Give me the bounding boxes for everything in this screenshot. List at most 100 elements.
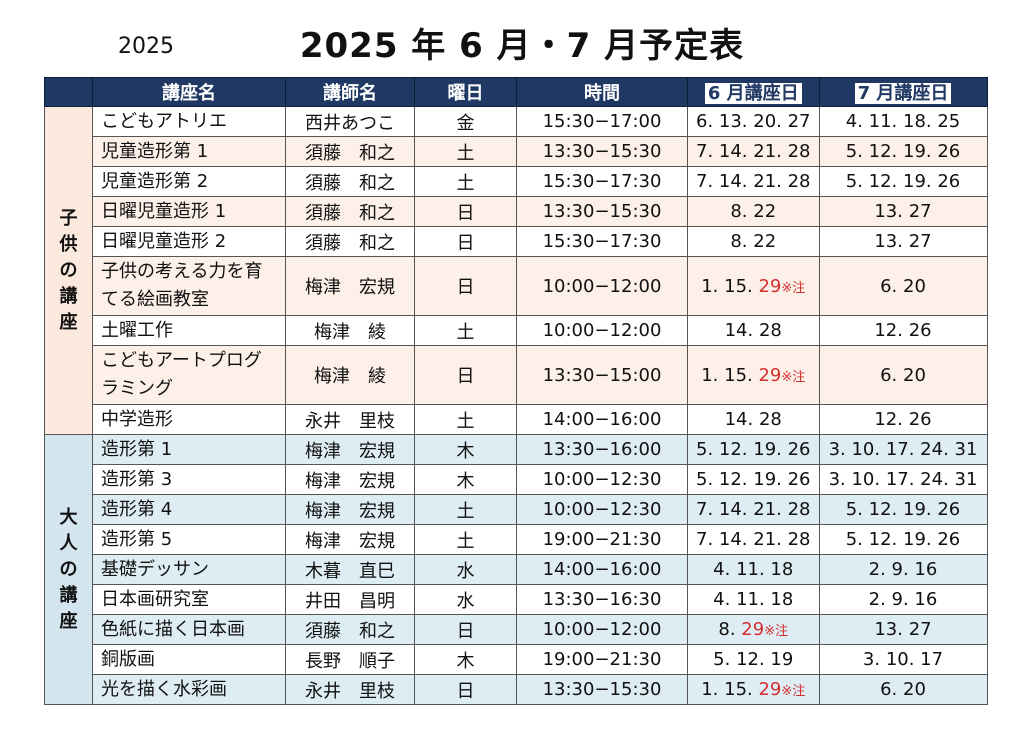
cell-time: 15:30−17:30: [516, 166, 688, 197]
cell-teacher: 永井 里枝: [285, 404, 415, 435]
june-dates: 4. 11. 18: [713, 559, 794, 580]
header-july: 7 月講座日: [818, 77, 988, 107]
cell-july: 5. 12. 19. 26: [818, 136, 988, 167]
page-title: 2025 年 6 月・7 月予定表: [299, 26, 745, 66]
june-dates: 7. 14. 21. 28: [696, 141, 811, 162]
cell-name: 児童造形第 2: [92, 166, 286, 197]
june-dates: 7. 14. 21. 28: [696, 529, 811, 550]
cell-name: 造形第 3: [92, 464, 286, 495]
header-time: 時間: [516, 77, 688, 107]
june-dates: 5. 12. 19: [713, 649, 794, 670]
june-dates: 1. 15.: [701, 275, 759, 297]
cell-time: 13:30−15:30: [516, 136, 688, 167]
year-label: 2025: [118, 34, 174, 59]
cell-name: 土曜工作: [92, 315, 286, 346]
table-row: 日本画研究室 井田 昌明水 13:30−16:30 4. 11. 18 2. 9. 16: [45, 584, 988, 615]
cell-june: 8. 29※注: [687, 614, 820, 645]
cell-time: 13:30−15:30: [516, 196, 688, 227]
table-row: 日曜児童造形 1 須藤 和之日 13:30−15:30 8. 22 13. 27: [45, 196, 988, 227]
header-section: [44, 77, 93, 107]
cell-july: 6. 20: [818, 674, 988, 705]
cell-teacher: 梅津 宏規: [285, 494, 415, 525]
june-red-date: 29: [758, 364, 782, 386]
table-row: 色紙に描く日本画 須藤 和之日 10:00−12:00 8. 29※注 13. 27: [45, 614, 988, 645]
note-mark: ※注: [781, 280, 806, 296]
cell-time: 14:00−16:00: [516, 404, 688, 435]
cell-day: 水: [414, 554, 517, 585]
cell-july: 3. 10. 17. 24. 31: [818, 464, 988, 495]
table-row: こどもアートプログラミング 梅津 綾日 13:30−15:00 1. 15. 29※注…: [45, 345, 988, 405]
cell-time: 15:30−17:00: [516, 106, 688, 137]
cell-july: 5. 12. 19. 26: [818, 494, 988, 525]
cell-july: 5. 12. 19. 26: [818, 166, 988, 197]
cell-name: 日本画研究室: [92, 584, 286, 615]
cell-teacher: 梅津 宏規: [285, 464, 415, 495]
cell-time: 13:30−16:30: [516, 584, 688, 615]
note-mark: ※注: [781, 369, 806, 385]
cell-time: 10:00−12:00: [516, 256, 688, 316]
june-dates: 14. 28: [724, 409, 782, 430]
cell-teacher: 梅津 宏規: [285, 256, 415, 316]
cell-name: 日曜児童造形 2: [92, 226, 286, 257]
cell-june: 5. 12. 19: [687, 644, 820, 675]
cell-june: 4. 11. 18: [687, 584, 820, 615]
cell-name: こどもアートプログラミング: [92, 345, 286, 405]
cell-day: 日: [414, 256, 517, 316]
cell-day: 土: [414, 315, 517, 346]
june-dates: 1. 15.: [701, 679, 759, 700]
cell-teacher: 西井あつこ: [285, 106, 415, 137]
june-dates: 1. 15.: [701, 364, 759, 386]
cell-name: 日曜児童造形 1: [92, 196, 286, 227]
cell-day: 土: [414, 494, 517, 525]
note-mark: ※注: [764, 624, 789, 639]
header-day: 曜日: [414, 77, 517, 107]
cell-day: 木: [414, 434, 517, 465]
cell-june: 14. 28: [687, 404, 820, 435]
cell-time: 19:00−21:30: [516, 524, 688, 555]
cell-time: 14:00−16:00: [516, 554, 688, 585]
june-red-date: 29: [758, 679, 782, 700]
table-row: 児童造形第 2 須藤 和之土 15:30−17:30 7. 14. 21. 28 5. …: [45, 166, 988, 197]
section-kids-label: 子供の講座: [44, 106, 93, 435]
cell-teacher: 梅津 綾: [285, 315, 415, 346]
cell-july: 5. 12. 19. 26: [818, 524, 988, 555]
table-row: 大人の講座造形第 1 梅津 宏規木 13:30−16:00 5. 12. 19. 26…: [44, 434, 988, 705]
june-dates: 8. 22: [730, 231, 777, 252]
cell-july: 13. 27: [818, 226, 988, 257]
cell-name: 銅版画: [92, 644, 286, 675]
cell-teacher: 梅津 綾: [285, 345, 415, 405]
cell-day: 土: [414, 136, 517, 167]
header-course: 講座名: [92, 77, 286, 107]
june-dates: 14. 28: [724, 320, 782, 341]
cell-teacher: 長野 順子: [285, 644, 415, 675]
cell-name: 基礎デッサン: [92, 554, 286, 585]
cell-june: 5. 12. 19. 26: [687, 464, 820, 495]
cell-teacher: 須藤 和之: [285, 226, 415, 257]
cell-day: 水: [414, 584, 517, 615]
cell-day: 木: [414, 464, 517, 495]
cell-day: 土: [414, 524, 517, 555]
table-row: 造形第 5 梅津 宏規土 19:00−21:30 7. 14. 21. 28 5. 12…: [45, 524, 988, 555]
table-row: 児童造形第 1 須藤 和之土 13:30−15:30 7. 14. 21. 28 5. …: [45, 136, 988, 167]
cell-july: 13. 27: [818, 196, 988, 227]
cell-july: 12. 26: [818, 404, 988, 435]
june-dates: 8.: [718, 619, 742, 640]
cell-july: 3. 10. 17. 24. 31: [818, 434, 988, 465]
cell-teacher: 須藤 和之: [285, 136, 415, 167]
header-row: 講座名 講師名 曜日 時間 6 月講座日 7 月講座日: [44, 77, 988, 107]
table-row: 土曜工作 梅津 綾土 10:00−12:00 14. 28 12. 26: [45, 315, 988, 346]
cell-time: 13:30−15:00: [516, 345, 688, 405]
cell-teacher: 須藤 和之: [285, 614, 415, 645]
cell-name: 色紙に描く日本画: [92, 614, 286, 645]
cell-day: 日: [414, 345, 517, 405]
table-row: 子供の考える力を育てる絵画教室 梅津 宏規日 10:00−12:00 1. 15. 2…: [45, 256, 988, 316]
cell-teacher: 永井 里枝: [285, 674, 415, 705]
cell-june: 7. 14. 21. 28: [687, 166, 820, 197]
cell-time: 10:00−12:30: [516, 464, 688, 495]
cell-july: 6. 20: [818, 256, 988, 316]
cell-name: こどもアトリエ: [92, 106, 286, 137]
section-adults-label: 大人の講座: [44, 434, 93, 705]
june-dates: 5. 12. 19. 26: [696, 439, 811, 460]
cell-time: 13:30−15:30: [516, 674, 688, 705]
cell-name: 光を描く水彩画: [92, 674, 286, 705]
